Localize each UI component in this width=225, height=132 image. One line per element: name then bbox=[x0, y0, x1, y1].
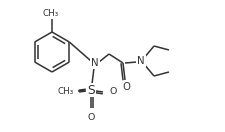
Text: O: O bbox=[109, 88, 117, 96]
Text: S: S bbox=[87, 84, 95, 96]
Text: O: O bbox=[87, 112, 95, 121]
Text: CH₃: CH₃ bbox=[43, 10, 59, 18]
Text: N: N bbox=[137, 56, 145, 66]
Text: N: N bbox=[91, 58, 99, 68]
Text: O: O bbox=[122, 82, 130, 92]
Text: CH₃: CH₃ bbox=[58, 86, 74, 95]
Text: O: O bbox=[65, 88, 73, 96]
